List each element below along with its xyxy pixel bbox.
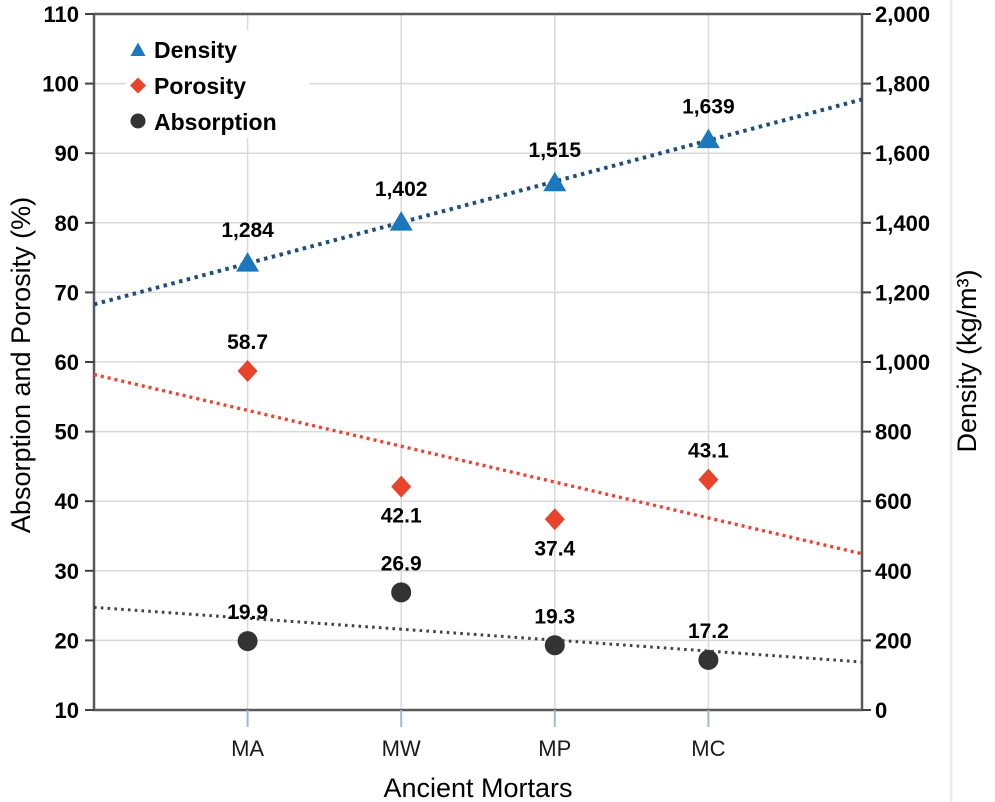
porosity-marker-mp: [544, 508, 565, 531]
left-axis-tick-label: 30: [55, 559, 79, 584]
category-label-mp: MP: [538, 736, 571, 761]
left-axis-tick-label: 90: [55, 141, 79, 166]
density-triangle-icon: [130, 42, 146, 56]
right-axis-tick-label: 0: [875, 698, 887, 723]
left-axis-tick-label: 110: [44, 2, 80, 27]
absorption-trendline: [93, 605, 863, 664]
left-axis-tick-label: 50: [55, 420, 79, 445]
point-labels: 1,284 1,402 1,515 1,639 58.7 42.1 37.4 43.1 19.9…: [221, 96, 734, 643]
trendlines: [93, 97, 863, 664]
axis-ticks: [85, 13, 871, 727]
density-marker-ma: [236, 252, 260, 272]
data-markers: [236, 128, 720, 670]
porosity-trendline: [93, 372, 863, 556]
right-axis-tick-label: 1,800: [875, 72, 930, 97]
density-marker-mc: [696, 128, 720, 149]
right-axis-tick-label: 800: [875, 420, 912, 445]
left-axis-tick-label: 40: [55, 489, 79, 514]
legend-absorption-label: Absorption: [154, 109, 277, 135]
density-value-mw: 1,402: [375, 178, 428, 201]
legend-porosity-label: Porosity: [154, 73, 246, 99]
left-axis-tick-label: 80: [55, 211, 79, 236]
legend-density-label: Density: [154, 37, 237, 63]
density-marker-mp: [543, 171, 567, 192]
right-axis-tick-label: 1,600: [875, 141, 930, 166]
porosity-marker-ma: [237, 360, 258, 383]
density-value-mc: 1,639: [682, 96, 735, 119]
absorption-marker-ma: [237, 631, 258, 652]
left-axis-tick-label: 10: [55, 698, 79, 723]
x-axis-title: Ancient Mortars: [383, 773, 572, 802]
category-labels: MA MW MP MC: [231, 736, 726, 761]
category-label-ma: MA: [231, 736, 264, 761]
left-axis-tick-label: 20: [55, 628, 79, 653]
legend-background: [126, 30, 310, 138]
left-axis-title: Absorption and Porosity (%): [6, 197, 36, 533]
absorption-value-mp: 19.3: [534, 605, 575, 628]
absorption-marker-mw: [391, 582, 412, 603]
porosity-value-ma: 58.7: [227, 331, 268, 354]
right-axis-tick-label: 200: [875, 628, 912, 653]
density-value-ma: 1,284: [221, 219, 274, 242]
absorption-value-ma: 19.9: [227, 601, 268, 624]
porosity-marker-mc: [698, 468, 719, 491]
right-axis-tick-label: 2,000: [875, 2, 930, 27]
legend: Density Porosity Absorption: [126, 30, 310, 138]
right-axis-tick-label: 600: [875, 489, 912, 514]
left-axis-tick-label: 70: [55, 280, 79, 305]
absorption-marker-mc: [698, 649, 719, 670]
absorption-marker-mp: [544, 635, 565, 656]
porosity-value-mw: 42.1: [381, 505, 422, 528]
porosity-value-mp: 37.4: [534, 537, 575, 560]
left-axis-tick-label: 100: [42, 72, 79, 97]
porosity-marker-mw: [391, 475, 412, 498]
category-label-mw: MW: [382, 736, 421, 761]
absorption-circle-icon: [130, 113, 146, 129]
absorption-value-mc: 17.2: [688, 620, 729, 643]
scan-artifact-line: [950, 0, 953, 802]
right-axis-tick-label: 1,000: [875, 350, 930, 375]
axis-tick-labels: 110 100 90 80 70 60 50 40 30 20 10 2,000 1,800 1,600 1…: [42, 2, 930, 723]
absorption-value-mw: 26.9: [381, 552, 422, 575]
right-axis-tick-label: 1,400: [875, 211, 930, 236]
right-axis-tick-label: 400: [875, 559, 912, 584]
left-axis-tick-label: 60: [55, 350, 79, 375]
category-label-mc: MC: [691, 736, 725, 761]
right-axis-tick-label: 1,200: [875, 280, 930, 305]
right-axis-title: Density (kg/m³): [952, 269, 982, 452]
density-marker-mw: [389, 211, 413, 231]
porosity-diamond-icon: [130, 77, 146, 94]
density-value-mp: 1,515: [529, 139, 582, 162]
porosity-value-mc: 43.1: [688, 440, 729, 463]
